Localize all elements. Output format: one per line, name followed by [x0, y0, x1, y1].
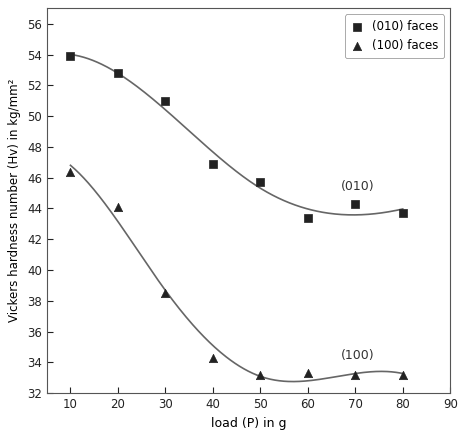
(010) faces	[67, 53, 74, 60]
(010) faces	[257, 179, 264, 186]
(010) faces	[304, 214, 312, 221]
Legend: (010) faces, (100) faces: (010) faces, (100) faces	[345, 14, 444, 58]
X-axis label: load (P) in g: load (P) in g	[211, 417, 286, 430]
(010) faces	[209, 160, 217, 167]
(010) faces	[114, 70, 122, 77]
(010) faces	[351, 200, 359, 207]
(100) faces	[162, 290, 169, 297]
(100) faces	[399, 371, 406, 378]
(100) faces	[257, 371, 264, 378]
(100) faces	[67, 168, 74, 175]
(100) faces	[114, 203, 122, 210]
(010) faces	[162, 97, 169, 104]
(100) faces	[209, 354, 217, 361]
(010) faces	[399, 210, 406, 217]
Text: (100): (100)	[341, 350, 375, 362]
(100) faces	[351, 371, 359, 378]
Y-axis label: Vickers hardness number (Hv) in kg/mm²: Vickers hardness number (Hv) in kg/mm²	[8, 79, 21, 322]
(100) faces	[304, 370, 312, 377]
Text: (010): (010)	[341, 180, 375, 193]
